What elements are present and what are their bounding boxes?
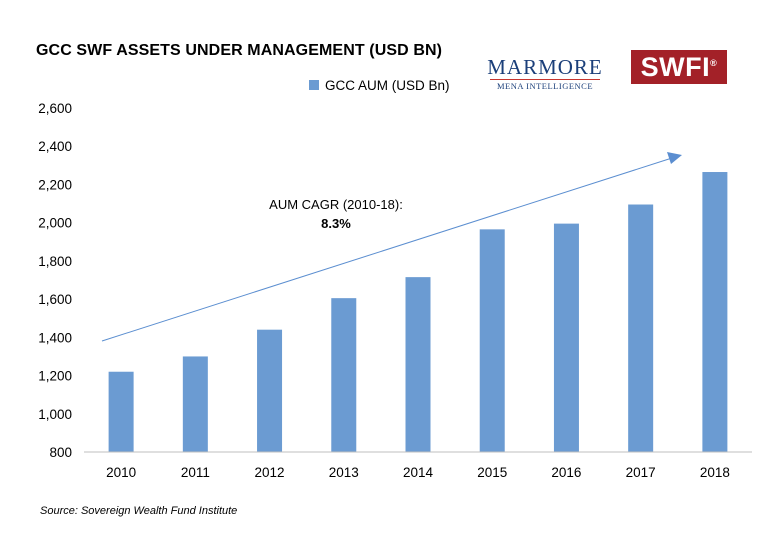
trend-arrowhead — [667, 152, 682, 164]
marmore-logo-text: MARMORE — [487, 55, 603, 79]
x-tick-label: 2016 — [551, 465, 581, 480]
x-tick-label: 2015 — [477, 465, 507, 480]
bar-2014 — [405, 277, 431, 452]
y-tick-label: 1,800 — [38, 254, 72, 269]
x-tick-label: 2010 — [106, 465, 136, 480]
x-tick-label: 2017 — [626, 465, 656, 480]
swfi-logo: SWFI® — [631, 50, 727, 84]
marmore-logo: MARMORE MENA INTELLIGENCE — [486, 56, 604, 91]
y-tick-label: 2,600 — [38, 101, 72, 116]
swfi-registered-mark: ® — [710, 58, 718, 68]
y-tick-label: 1,600 — [38, 292, 72, 307]
x-tick-label: 2013 — [329, 465, 359, 480]
bar-2016 — [553, 223, 579, 452]
trend-line — [101, 157, 673, 342]
marmore-logo-subtext: MENA INTELLIGENCE — [496, 81, 594, 91]
y-axis: 800 1,000 1,200 1,400 1,600 1,800 2,000 2,200 2,… — [38, 101, 72, 460]
y-tick-label: 1,400 — [38, 330, 72, 345]
source-note: Source: Sovereign Wealth Fund Institute — [40, 505, 238, 517]
bar-2010 — [108, 371, 134, 452]
y-tick-label: 2,400 — [38, 139, 72, 154]
marmore-logo-rule — [490, 79, 600, 80]
cagr-annotation-label: AUM CAGR (2010-18): — [269, 197, 403, 212]
legend-label: GCC AUM (USD Bn) — [325, 78, 450, 93]
x-tick-label: 2014 — [403, 465, 434, 480]
legend-swatch — [309, 80, 319, 90]
y-tick-label: 2,200 — [38, 177, 72, 192]
x-tick-label: 2018 — [700, 465, 730, 480]
y-tick-label: 2,000 — [38, 216, 72, 231]
x-tick-label: 2011 — [181, 465, 210, 480]
chart-legend: GCC AUM (USD Bn) — [309, 78, 450, 93]
bar-2013 — [331, 298, 357, 452]
y-tick-label: 1,200 — [38, 369, 72, 384]
cagr-trend-arrow — [101, 152, 682, 342]
bar-2011 — [182, 356, 208, 452]
chart-title: GCC SWF ASSETS UNDER MANAGEMENT (USD BN) — [36, 42, 443, 59]
bar-2018 — [702, 172, 728, 452]
bars — [108, 172, 728, 452]
bar-2017 — [628, 204, 654, 452]
x-axis: 2010 2011 2012 2013 2014 2015 2016 2017 2018 — [106, 465, 730, 480]
bar-2012 — [257, 329, 283, 452]
swfi-logo-text: SWFI — [640, 52, 711, 82]
bar-2015 — [479, 229, 505, 452]
cagr-annotation-value: 8.3% — [321, 216, 351, 231]
y-tick-label: 1,000 — [38, 407, 72, 422]
y-tick-label: 800 — [49, 445, 72, 460]
x-tick-label: 2012 — [255, 465, 285, 480]
